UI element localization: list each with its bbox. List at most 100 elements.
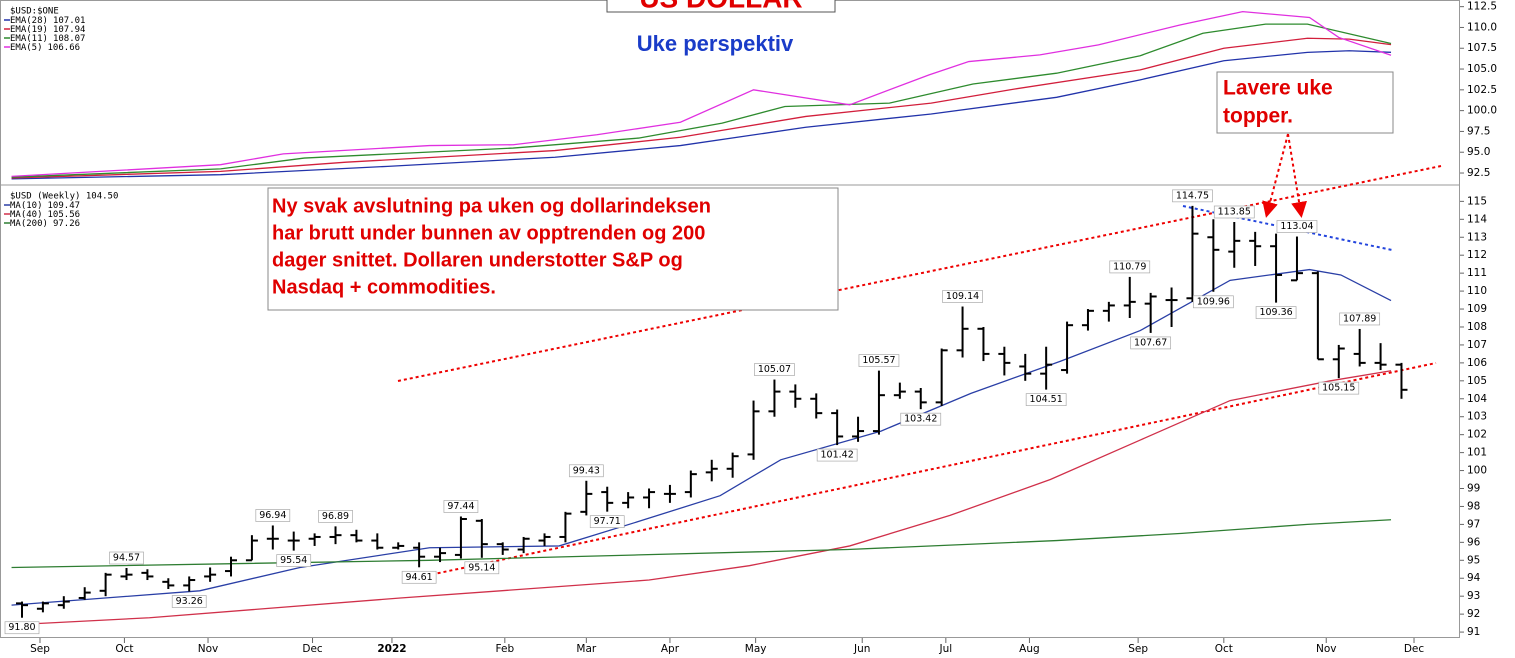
value-label: 105.07 [758, 364, 791, 375]
y-tick-label: 100.0 [1467, 105, 1497, 117]
value-label: 95.14 [468, 562, 495, 573]
legend-name: EMA(19) [10, 25, 48, 35]
value-label-box [589, 515, 625, 529]
value-label: 94.57 [113, 553, 140, 564]
x-tick-label: May [745, 643, 767, 655]
legend-entry: MA(200) 97.26 [10, 219, 80, 229]
value-label-box [1318, 381, 1360, 395]
legend-name: MA(200) [10, 219, 48, 229]
y-tick-label: 104 [1467, 393, 1487, 405]
value-label: 99.43 [573, 465, 600, 476]
legend-name: EMA(28) [10, 16, 48, 26]
legend-value: 105.56 [48, 210, 81, 220]
value-label: 96.89 [322, 511, 349, 522]
value-label-box [443, 500, 479, 513]
x-tick-label: Aug [1019, 643, 1040, 655]
value-label-box [4, 621, 40, 635]
y-tick-label: 115 [1467, 195, 1487, 207]
value-label-box [255, 509, 291, 522]
value-label: 101.42 [821, 450, 854, 461]
y-tick-label: 92.5 [1467, 167, 1490, 179]
value-label: 109.96 [1197, 296, 1230, 307]
value-label: 104.51 [1030, 394, 1063, 405]
x-tick-label: Dec [302, 643, 323, 655]
annotation-box [1216, 71, 1394, 134]
y-tick-label: 98 [1467, 500, 1480, 512]
annotation-text: Ny svak avslutning pa uken og dollarinde… [272, 195, 711, 217]
legend-entry: EMA(11) 108.07 [10, 34, 85, 44]
value-label: 109.36 [1259, 307, 1292, 318]
y-tick-label: 114 [1467, 213, 1487, 225]
value-label-box [1255, 306, 1297, 319]
x-tick-label: Feb [496, 643, 515, 655]
legend-value: 107.01 [53, 16, 86, 26]
y-tick-label: 110.0 [1467, 21, 1497, 33]
value-label-box [401, 570, 437, 584]
legend-value: 109.47 [48, 201, 81, 211]
value-label: 113.85 [1218, 206, 1251, 217]
value-label-box [1276, 220, 1318, 233]
value-label: 105.57 [862, 355, 895, 366]
annotation-text: Lavere uke [1223, 77, 1333, 100]
y-tick-label: 113 [1467, 231, 1487, 243]
value-label-box [1172, 189, 1213, 203]
y-tick-label: 112 [1467, 249, 1487, 261]
y-tick-label: 105 [1467, 375, 1487, 387]
value-label-box [754, 363, 795, 376]
value-label-box [900, 412, 942, 426]
y-tick-label: 91 [1467, 626, 1480, 638]
legend-value: 106.66 [48, 43, 81, 53]
y-tick-label: 95.0 [1467, 146, 1490, 158]
y-tick-label: 107.5 [1467, 42, 1497, 54]
value-label: 103.42 [904, 414, 937, 425]
value-label: 107.67 [1134, 337, 1167, 348]
line-series [11, 37, 1392, 179]
legend-title: $USD:$ONE [10, 7, 59, 17]
y-tick-label: 102.5 [1467, 84, 1497, 96]
x-tick-label: Nov [1316, 643, 1337, 655]
x-tick-label: Jun [853, 643, 870, 655]
value-label-box [1130, 336, 1172, 350]
y-tick-label: 107 [1467, 339, 1487, 351]
y-tick-label: 102 [1467, 429, 1487, 441]
value-label-box [464, 561, 500, 575]
value-label-box [816, 448, 858, 462]
y-tick-label: 97.5 [1467, 125, 1490, 137]
value-label-box [276, 554, 312, 567]
y-tick-label: 110 [1467, 285, 1487, 297]
x-tick-label: Jul [938, 643, 952, 655]
legend-entry: EMA(19) 107.94 [10, 25, 85, 35]
value-label-box [942, 290, 983, 303]
chart-subtitle: Uke perspektiv [637, 31, 794, 56]
legend-name: EMA(11) [10, 34, 48, 44]
value-label: 113.04 [1280, 221, 1313, 232]
annotation-text: dager snittet. Dollaren understotter S&P… [272, 249, 683, 271]
value-label-box [858, 354, 900, 367]
y-tick-label: 97 [1467, 518, 1480, 530]
value-label-box [1025, 393, 1067, 406]
legend-entry: EMA(5) 106.66 [10, 43, 80, 53]
line-series [11, 50, 1392, 180]
y-tick-label: 111 [1467, 267, 1487, 279]
x-tick-label: Oct [1215, 643, 1233, 655]
value-label-box [1193, 295, 1234, 309]
value-label-box [1213, 205, 1255, 219]
line-series [11, 268, 1392, 606]
annotation-text: har brutt under bunnen av opptrenden og … [272, 222, 705, 244]
value-label: 105.15 [1322, 383, 1355, 394]
x-tick-label: Dec [1404, 643, 1425, 655]
value-label-box [171, 595, 207, 608]
value-label-box [1109, 260, 1151, 274]
legend-entry: EMA(28) 107.01 [10, 16, 85, 26]
x-tick-label: Sep [1128, 643, 1148, 655]
legend-name: MA(40) [10, 210, 43, 220]
value-label: 94.61 [406, 572, 433, 583]
x-tick-label: Oct [115, 643, 133, 655]
value-label: 97.44 [447, 501, 474, 512]
y-tick-label: 93 [1467, 590, 1480, 602]
y-tick-label: 94 [1467, 572, 1481, 584]
legend-value: 108.07 [53, 34, 86, 44]
y-tick-label: 105.0 [1467, 63, 1497, 75]
